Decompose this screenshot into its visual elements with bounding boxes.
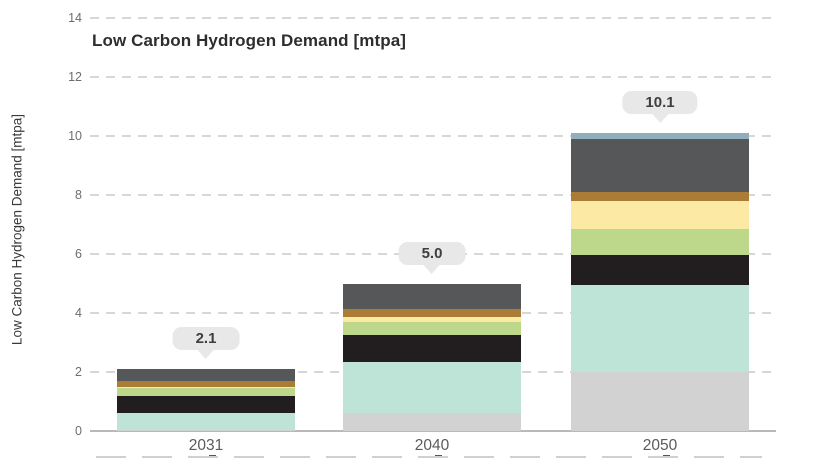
pale-yellow-segment [343, 317, 521, 322]
gridline-y8 [90, 194, 776, 196]
y-tick-label: 4 [75, 306, 82, 320]
brown-segment [571, 192, 749, 201]
pale-yellow-segment [571, 200, 749, 229]
y-tick-label: 10 [68, 129, 82, 143]
pale-yellow-segment [117, 386, 295, 389]
bar-2050 [571, 133, 749, 431]
light-gray-segment [571, 371, 749, 431]
black-segment [571, 255, 749, 285]
gridline-y14 [90, 17, 776, 19]
teal-segment [343, 361, 521, 414]
value-label: 5.0 [398, 241, 466, 265]
callout-tail [650, 113, 669, 124]
value-callout-2031: 2.1 [172, 327, 240, 360]
x-tick-label-2031: 2031 [188, 437, 224, 454]
light-gray-segment [117, 429, 295, 431]
gridline-y12 [90, 76, 776, 78]
x-tick-label-2050: 2050 [642, 437, 678, 454]
teal-segment [571, 284, 749, 372]
value-label: 2.1 [172, 327, 240, 351]
black-segment [117, 395, 295, 414]
value-label: 10.1 [622, 91, 698, 115]
callout-tail [422, 263, 441, 274]
value-callout-2040: 5.0 [398, 241, 466, 274]
y-tick-label: 8 [75, 188, 82, 202]
bar-2040 [343, 283, 521, 431]
brown-segment [117, 380, 295, 387]
teal-segment [117, 413, 295, 430]
callout-tail [196, 349, 215, 360]
x-tick-label-2040: 2040 [414, 437, 450, 454]
steel-blue-segment [571, 133, 749, 139]
y-tick-label: 0 [75, 424, 82, 438]
dark-gray-segment [117, 369, 295, 381]
green-segment [343, 321, 521, 336]
dark-gray-segment [343, 283, 521, 309]
gridline-y10 [90, 135, 776, 137]
bottom-cutoff-dashes [96, 456, 762, 458]
brown-segment [343, 308, 521, 318]
y-tick-label: 6 [75, 247, 82, 261]
green-segment [571, 228, 749, 256]
y-tick-label: 12 [68, 70, 82, 84]
value-callout-2050: 10.1 [622, 91, 698, 124]
y-tick-label: 14 [68, 11, 82, 25]
x-axis-line [90, 430, 776, 432]
bar-2031 [117, 369, 295, 431]
green-segment [117, 388, 295, 396]
dark-gray-segment [571, 138, 749, 193]
black-segment [343, 335, 521, 362]
chart-title: Low Carbon Hydrogen Demand [mtpa] [92, 31, 407, 50]
y-axis-label: Low Carbon Hydrogen Demand [mtpa] [9, 113, 25, 346]
light-gray-segment [343, 413, 521, 431]
y-tick-label: 2 [75, 365, 82, 379]
